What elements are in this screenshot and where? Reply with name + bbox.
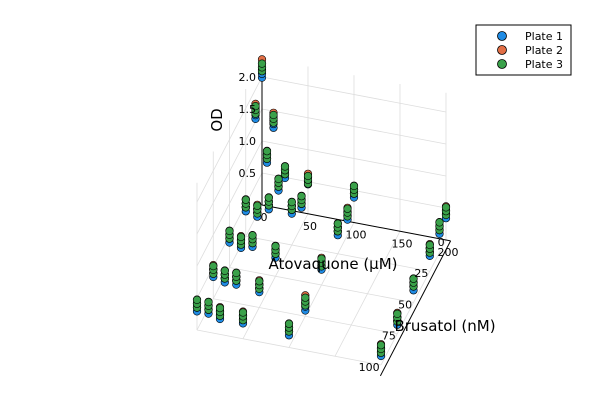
legend-marker-plate-2 [497,45,507,55]
gridline-floor-y [213,298,398,335]
gridline-zwall [196,108,263,235]
y-axis-label: Brusatol (nM) [394,317,495,335]
data-point-plate-3 [274,174,283,184]
data-point-plate-3 [287,198,296,207]
z-axis-label: OD [208,108,226,131]
data-point-plate-3 [317,254,326,263]
legend-marker-plate-1 [497,31,507,41]
data-point-plate-3 [253,201,262,210]
legend-marker-plate-3 [497,59,507,69]
x-tick-label: 150 [392,237,413,250]
z-tick-label: 2.0 [239,71,257,84]
x-tick-label: 50 [303,220,317,233]
data-point-plate-3 [225,226,234,236]
data-point-plate-3 [280,162,290,171]
data-point-plate-3 [262,147,272,156]
data-point-plate-3 [425,240,434,250]
gridline-zwall [196,140,263,267]
legend-box [475,24,572,76]
legend-item-plate-2: Plate 2 [497,44,563,57]
legend-item-plate-1: Plate 1 [497,30,563,43]
x-axis-label: Atovaquone (µM) [268,255,397,273]
data-point-plate-3 [255,277,264,286]
y-tick-label: 50 [398,298,412,311]
legend-label-plate-1: Plate 1 [525,30,563,43]
data-point-plate-3 [192,295,202,305]
y-tick-label: 75 [382,330,396,343]
y-tick-label: 25 [414,267,428,280]
data-point-plate-3 [251,101,260,111]
data-point-plate-3 [297,192,306,201]
z-tick-label: 0.5 [239,167,257,180]
data-point-plate-3 [257,59,267,68]
gridline-floor-y [196,329,382,366]
data-point-plate-3 [393,309,402,319]
gridline-zwall-side [261,76,447,113]
data-point-plate-3 [209,262,218,271]
data-point-plate-3 [241,195,250,204]
data-point-plate-3 [343,204,352,213]
gridline-zwall-side [261,108,447,145]
gridline-zwall-side [261,140,447,177]
data-point-plate-3 [435,218,444,227]
gridline-zwall [196,76,263,203]
data-point-plate-3 [248,231,257,240]
data-point-plate-3 [204,298,213,307]
data-point-plate-3 [236,232,246,242]
legend-label-plate-3: Plate 3 [525,58,563,71]
data-point-plate-3 [220,266,229,276]
data-point-plate-3 [349,181,359,191]
gridline-floor-y [229,267,414,303]
data-point-plate-3 [271,242,280,251]
data-point-plate-3 [333,219,342,228]
data-point-plate-3 [215,304,225,313]
x-tick-label: 100 [346,229,367,242]
data-point-plate-3 [269,110,278,120]
legend-item-plate-3: Plate 3 [497,58,563,71]
data-point-plate-3 [376,341,386,350]
z-tick-label: 1.5 [239,103,257,116]
x-tick-label: 0 [261,211,268,224]
legend: Plate 1 Plate 2 Plate 3 [475,24,572,76]
y-tick-label: 0 [438,236,445,249]
data-point-plate-3 [441,203,451,212]
data-point-plate-3 [409,274,418,283]
data-point-plate-3 [264,193,273,202]
data-point-plate-3 [284,319,294,328]
data-points [192,55,451,361]
data-point-plate-3 [232,268,241,278]
z-tick-label: 1.0 [239,135,257,148]
data-point-plate-3 [238,308,248,317]
data-point-plate-3 [303,171,313,181]
x-tick-label: 200 [438,246,459,259]
y-axis-line [379,240,452,377]
data-point-plate-3 [301,293,310,302]
y-tick-label: 100 [359,361,380,374]
legend-label-plate-2: Plate 2 [525,44,563,57]
